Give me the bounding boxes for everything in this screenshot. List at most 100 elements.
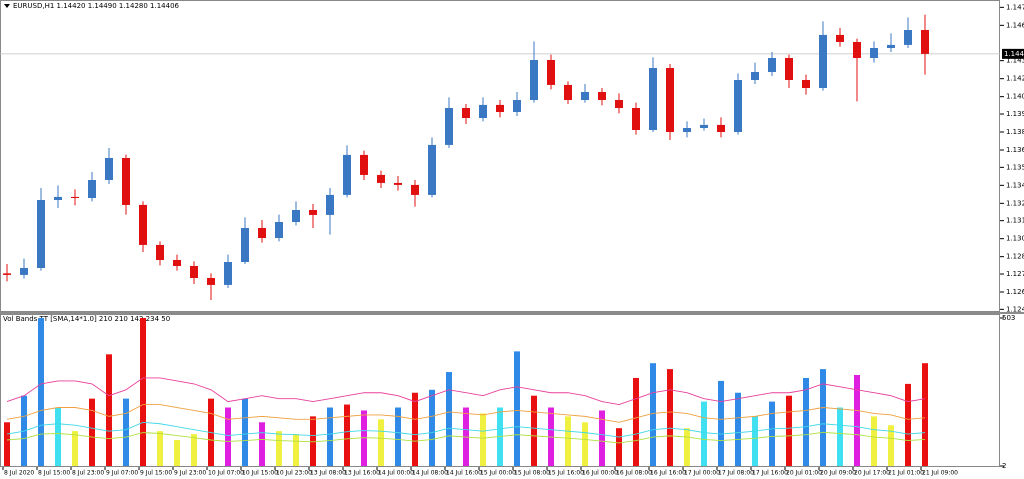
volume-bar [174,440,180,466]
volume-bar [633,377,639,466]
volume-bar [769,401,775,466]
y-tick-label: 1.14620 [1006,21,1024,29]
volume-bar [599,410,605,466]
x-tick-label: 16 Jul 08:00 [616,470,652,477]
band-line [6,431,926,444]
volume-bar [106,354,112,466]
candle-body [275,222,283,238]
volume-bar [38,318,44,466]
volume-bar [4,422,10,466]
volume-bar [361,410,367,466]
y-tick-label: 1.13820 [1006,128,1024,136]
candle-body [870,48,878,58]
candle-body [326,194,334,215]
candle-body [496,104,504,112]
candle-body [479,104,487,118]
candle-body [921,30,929,54]
volume-bar [922,363,928,466]
x-tick-label: 21 Jul 09:00 [922,470,958,477]
candle-body [649,68,657,130]
volume-bar [191,434,197,466]
volume-bar [871,416,877,466]
x-tick-label: 14 Jul 00:00 [378,470,414,477]
candle-body [768,58,776,72]
candle-body [343,154,351,195]
y-tick-label: 2 [1002,462,1006,470]
volume-bar [752,416,758,466]
volume-bar [531,395,537,466]
candle-body [428,144,436,195]
volume-bar [480,413,486,466]
volume-bar [259,422,265,466]
y-tick-label: 1.13285 [1006,199,1024,207]
candle-body [887,44,895,48]
candle-body [853,42,861,58]
candle-body [309,210,317,215]
x-tick-label: 14 Jul 16:00 [446,470,482,477]
y-tick-label: 1.13420 [1006,181,1024,189]
y-tick-label: 1.14355 [1006,57,1024,65]
volume-bar [616,428,622,466]
candle-body [547,60,555,85]
volume-bar [140,318,146,466]
volume-bar [514,351,520,466]
volume-bar [905,383,911,466]
volume-bar [582,422,588,466]
current-price-box [1002,48,1024,59]
candle-body [751,72,759,80]
candle-body [190,266,198,278]
candle-body [3,273,11,275]
y-tick-label: 1.12755 [1006,270,1024,278]
candle-body [224,262,232,285]
candle-body [734,80,742,132]
volume-bar [701,401,707,466]
y-tick-label: 1.12490 [1006,305,1024,313]
candle-body [802,80,810,88]
x-tick-label: 8 Jul 15:00 [38,470,70,477]
volume-bar [344,404,350,466]
volume-bar [837,407,843,466]
volume-bar [378,419,384,466]
x-tick-label: 17 Jul 00:00 [684,470,720,477]
x-tick-label: 15 Jul 08:00 [514,470,550,477]
volume-bar [72,431,78,466]
candle-body [377,174,385,183]
y-tick-label: 1.13685 [1006,146,1024,154]
volume-bar [650,363,656,466]
volume-bar [89,398,95,466]
candle-body [904,30,912,45]
menu-triangle[interactable] [4,4,10,8]
x-tick-label: 16 Jul 16:00 [650,470,686,477]
price-panel [0,0,1000,312]
candle-body [37,200,45,268]
candle-body [530,60,538,100]
x-tick-label: 10 Jul 07:00 [208,470,244,477]
volume-bar [718,380,724,466]
candle-body [683,128,691,132]
candle-body [292,210,300,222]
volume-bar [429,389,435,466]
candle-body [581,92,589,100]
x-tick-label: 20 Jul 09:00 [820,470,856,477]
volume-bar [395,407,401,466]
y-tick-label: 503 [1002,314,1015,322]
candle-body [394,182,402,185]
band-line [6,421,926,438]
candle-body [836,34,844,42]
chart-title: EURUSD,H1 1.14420 1.14490 1.14280 1.1440… [13,2,180,10]
volume-bar [293,434,299,466]
x-tick-label: 10 Jul 15:00 [242,470,278,477]
y-tick-label: 1.14220 [1006,75,1024,83]
x-tick-label: 17 Jul 08:00 [718,470,754,477]
volume-bar [412,392,418,466]
y-tick-label: 1.14755 [1006,3,1024,11]
x-tick-label: 15 Jul 00:00 [480,470,516,477]
band-line [6,377,926,406]
volume-bar [276,431,282,466]
volume-bar [157,431,163,466]
candle-body [173,260,181,266]
x-tick-label: 9 Jul 23:00 [174,470,206,477]
x-tick-label: 16 Jul 00:00 [582,470,618,477]
candle-body [20,268,28,275]
